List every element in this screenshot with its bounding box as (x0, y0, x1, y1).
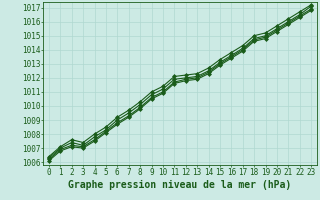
X-axis label: Graphe pression niveau de la mer (hPa): Graphe pression niveau de la mer (hPa) (68, 180, 292, 190)
